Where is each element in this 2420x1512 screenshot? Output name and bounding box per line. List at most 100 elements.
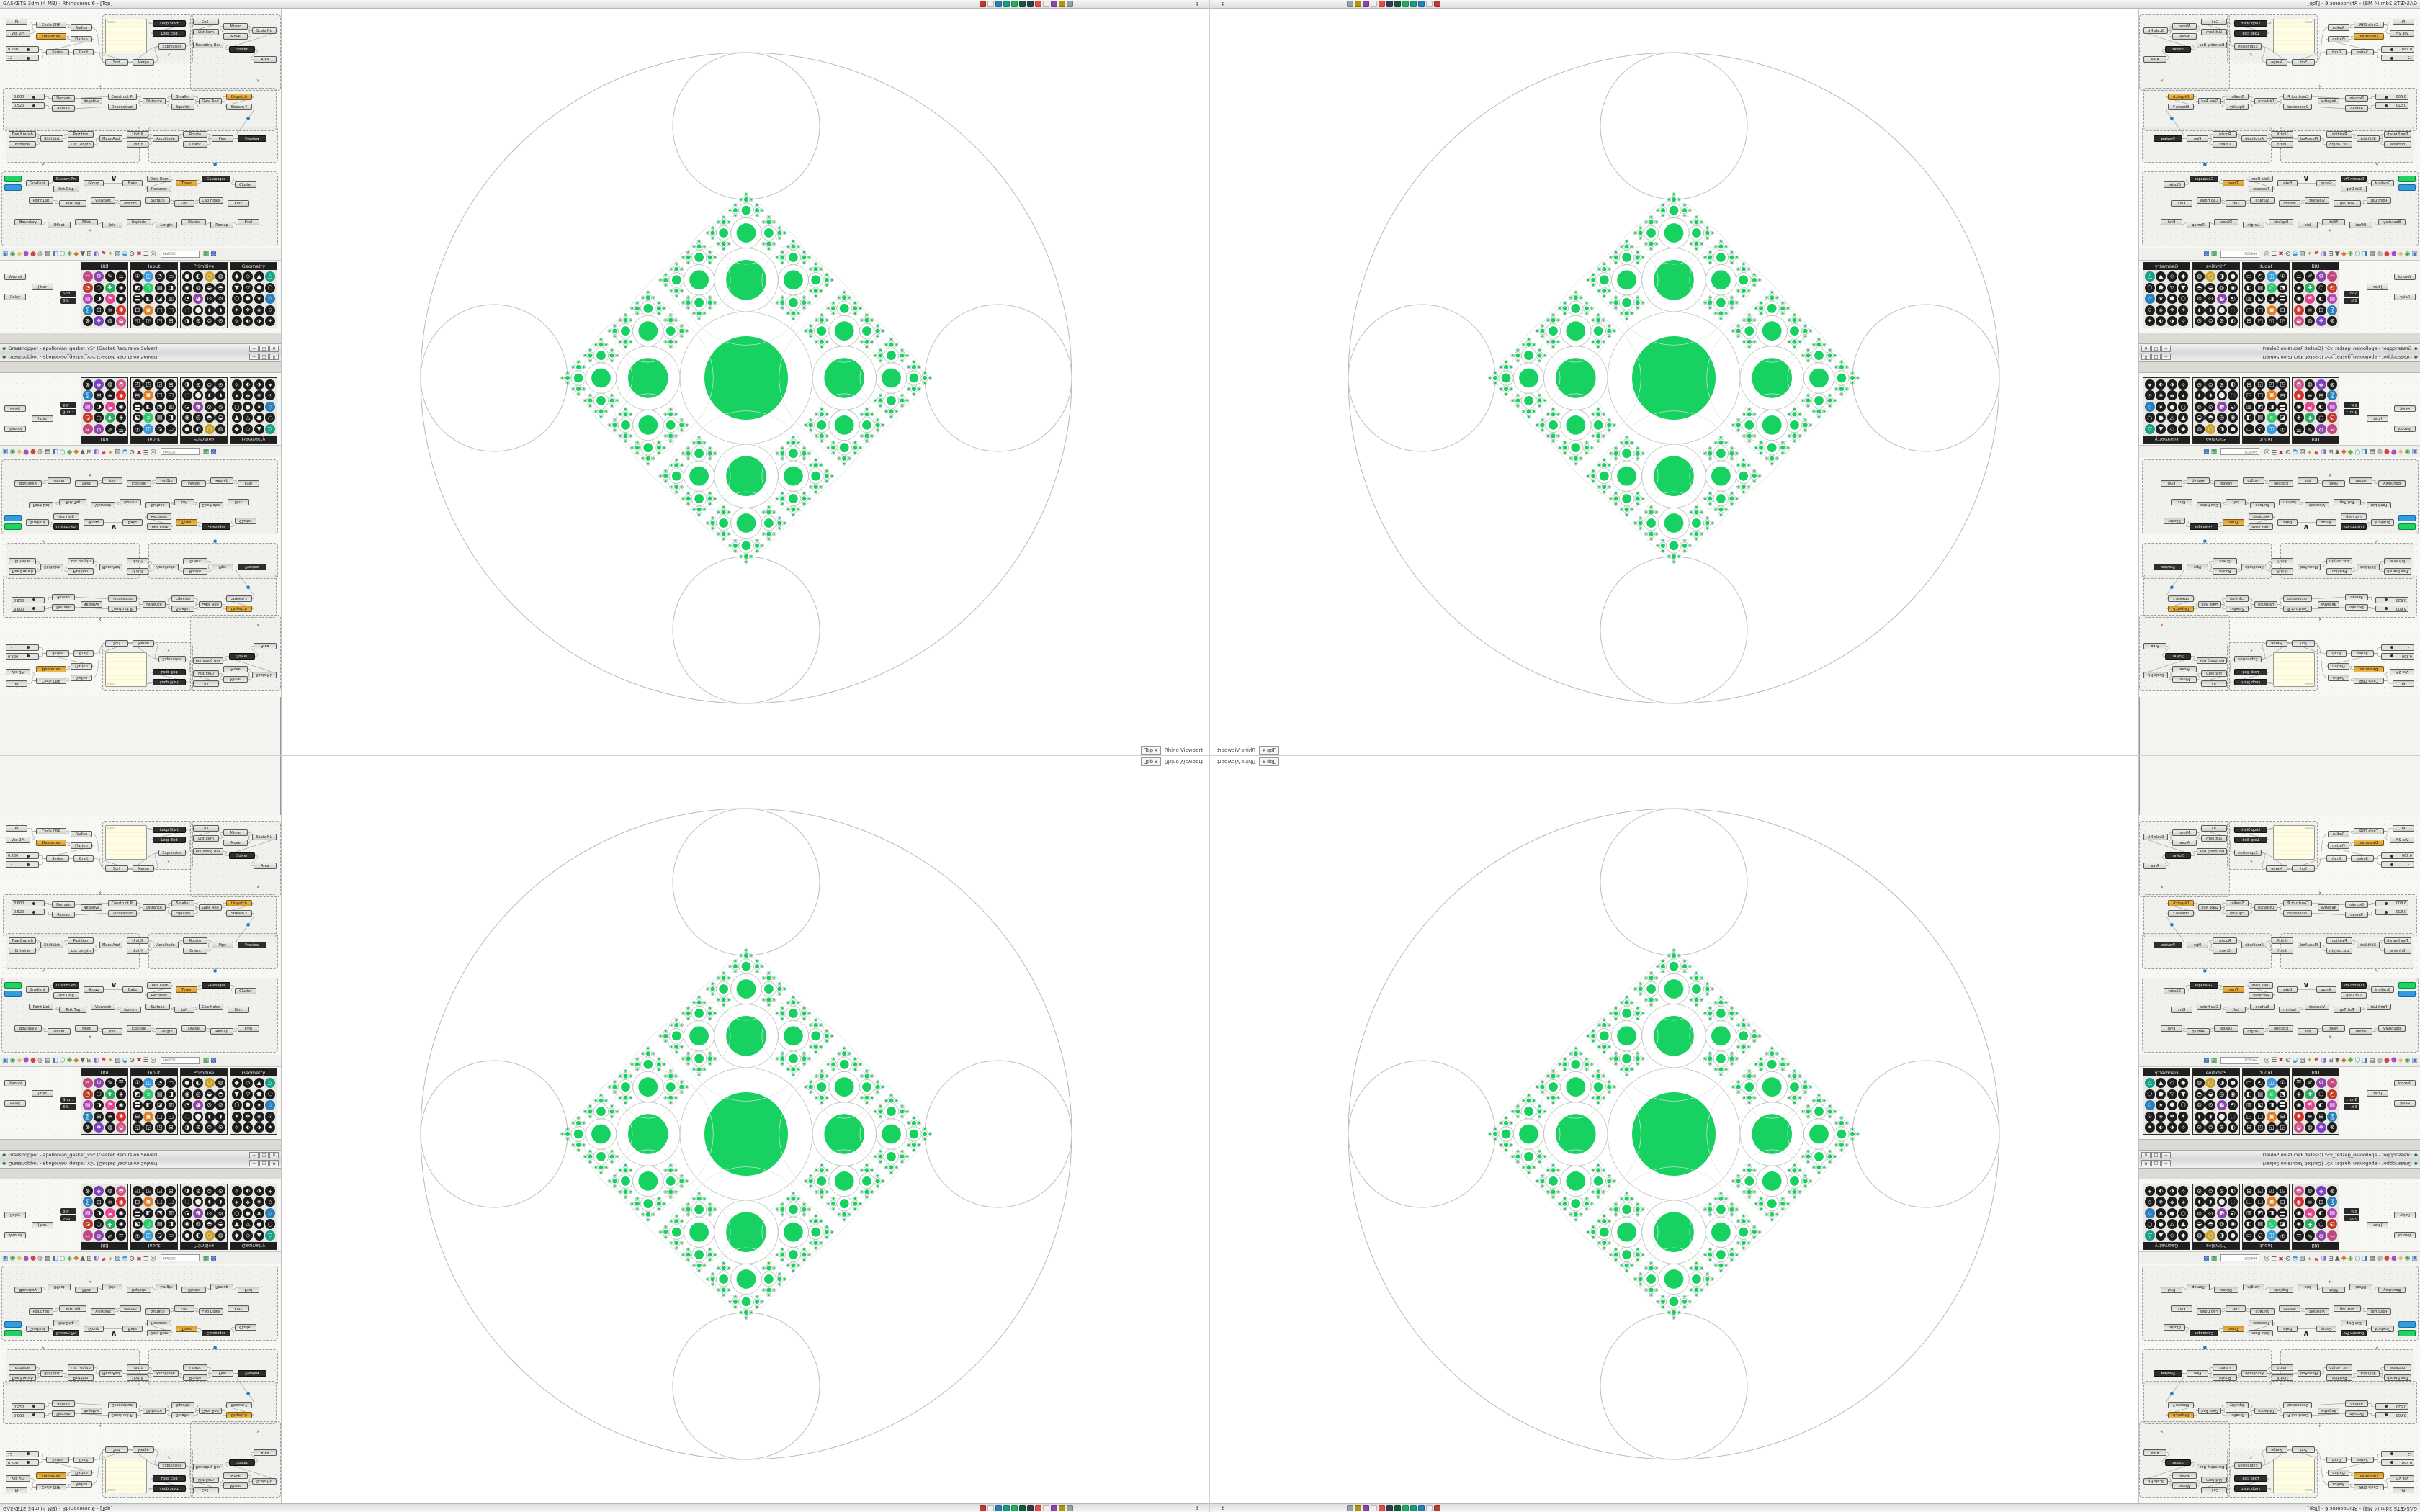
toolbar-icon[interactable]: ◉	[2404, 448, 2411, 456]
palette-icon[interactable]: ▣	[143, 305, 154, 315]
gh-node[interactable]: Radius	[71, 24, 92, 31]
palette-icon[interactable]: ⬠	[265, 1089, 276, 1099]
gh-node[interactable]: Smaller	[2226, 94, 2249, 100]
palette-icon[interactable]: ⬡	[2316, 282, 2326, 293]
gh-node[interactable]: 3.600	[12, 94, 45, 100]
gh-node[interactable]: Gradient	[26, 180, 49, 186]
palette-icon[interactable]: ▣	[143, 390, 154, 401]
palette-icon[interactable]: ⊙	[2205, 402, 2216, 412]
maximize-button[interactable]: □	[2151, 345, 2161, 352]
palette-icon[interactable]: ☆	[265, 402, 276, 412]
palette-icon[interactable]: ⊞	[2244, 316, 2254, 326]
toolbar-icon[interactable]: ▧	[2299, 250, 2305, 258]
palette-icon[interactable]: ◓	[215, 1089, 226, 1099]
gh-node[interactable]: Bounding Box	[193, 1464, 223, 1470]
palette-icon[interactable]: ⬡	[94, 1089, 104, 1099]
palette-icon[interactable]: ⬡	[231, 1100, 242, 1110]
gh-node[interactable]: Expression	[2234, 43, 2262, 50]
palette-icon[interactable]: ⊛	[193, 379, 204, 390]
toolbar-icon[interactable]: ▩	[210, 448, 217, 456]
gh-node[interactable]: Circle CNR	[36, 22, 66, 28]
palette-icon[interactable]: ▽	[2166, 282, 2177, 293]
taskbar-icon[interactable]	[1027, 1505, 1034, 1511]
palette-icon[interactable]: ✂	[2327, 424, 2338, 434]
gh-node[interactable]: Construct Pt	[108, 1412, 137, 1418]
rhino-viewport[interactable]: Top ▾ Rhino Viewport	[281, 756, 1210, 1503]
toolbar-icon[interactable]: ▼	[2334, 448, 2340, 456]
toolbar-icon[interactable]: ▦	[2210, 448, 2218, 456]
palette-icon[interactable]: 5	[2266, 413, 2277, 423]
palette-icon[interactable]: ◫	[2266, 424, 2277, 434]
gh-node[interactable]: Deconstruct	[108, 1402, 137, 1408]
gh-node[interactable]: Sort	[105, 59, 128, 66]
toolbar-icon[interactable]: ▣	[2, 1254, 9, 1262]
toolbar-icon[interactable]: ◧	[52, 1254, 58, 1262]
palette-icon[interactable]: ①	[132, 424, 143, 434]
gh-node[interactable]: Galapagos	[202, 982, 230, 989]
palette-icon[interactable]: ⊚	[215, 402, 226, 412]
toolbar-icon[interactable]: ◎	[150, 1254, 156, 1262]
toolbar-icon[interactable]: ▣	[2, 448, 9, 456]
gh-node[interactable]: Merge	[133, 640, 154, 647]
gh-node[interactable]: Pipe	[212, 942, 233, 948]
palette-icon[interactable]: ◒	[204, 1089, 215, 1099]
palette-icon[interactable]: ✎	[2305, 424, 2316, 434]
gh-node[interactable]: Move	[2172, 1472, 2197, 1479]
toolbar-icon[interactable]: ◐	[93, 250, 99, 258]
gh-node[interactable]: Negative	[2318, 98, 2339, 104]
palette-icon[interactable]: ◩	[132, 282, 143, 293]
toolbar-icon[interactable]: ◉	[9, 250, 16, 258]
gh-node[interactable]: Tree Branch	[9, 1374, 36, 1381]
gh-node[interactable]: Merge	[2266, 1446, 2287, 1453]
palette-icon[interactable]: ◳	[154, 316, 165, 326]
toolbar-icon[interactable]: ⬟	[2390, 250, 2397, 258]
palette-icon[interactable]: ◉	[182, 282, 192, 293]
palette-icon[interactable]: ◐	[193, 424, 204, 434]
toolbar-icon[interactable]: ◎	[150, 448, 156, 456]
palette-icon[interactable]: ◓	[215, 282, 226, 293]
gh-node[interactable]: 0.250	[2381, 1459, 2414, 1466]
gh-node[interactable]: Expression	[158, 850, 186, 856]
palette-icon[interactable]: ◍	[104, 1122, 115, 1133]
gh-node[interactable]: Distance	[143, 98, 166, 104]
palette-icon[interactable]: ◉	[182, 1089, 192, 1099]
gh-node[interactable]: Remap	[52, 105, 75, 112]
gh-node[interactable]: Area	[2143, 56, 2166, 63]
palette-icon[interactable]: ◑	[94, 294, 104, 304]
taskbar-icon[interactable]	[1059, 1, 1065, 7]
gh-node[interactable]: Circle CNR	[36, 828, 66, 834]
gh-node[interactable]: Amplitude	[153, 564, 179, 570]
palette-icon[interactable]: ◑	[182, 316, 192, 326]
palette-icon[interactable]: ✎	[104, 1230, 115, 1241]
gh-node[interactable]: Orient	[2213, 1364, 2237, 1371]
palette-icon[interactable]: ◑	[2228, 316, 2238, 326]
gh-node[interactable]: 12	[6, 644, 39, 651]
gh-node[interactable]: 3.600	[2375, 1412, 2408, 1418]
toolbar-icon[interactable]: ▧	[2299, 448, 2305, 456]
gh-node[interactable]: Series	[46, 1457, 69, 1463]
palette-icon[interactable]: 5	[143, 282, 154, 293]
gh-node[interactable]: Graft	[2326, 650, 2347, 657]
palette-icon[interactable]: ≡	[104, 1111, 115, 1122]
gh-node[interactable]: Move	[223, 33, 248, 40]
viewport-tab-top[interactable]: Top ▾	[1141, 757, 1161, 766]
palette-icon[interactable]: ◰	[166, 1197, 176, 1207]
palette-icon[interactable]: ◰	[166, 390, 176, 401]
gh-node[interactable]: 0.520	[2375, 597, 2408, 603]
gh-node[interactable]: Deconstruct	[108, 104, 137, 110]
palette-icon[interactable]: ◑	[94, 1208, 104, 1218]
toolbar-icon[interactable]: ◐	[2321, 250, 2327, 258]
palette-side-button[interactable]: Sho…	[2344, 291, 2360, 297]
palette-icon[interactable]: ◔	[182, 1208, 192, 1218]
toolbar-icon[interactable]: ▤	[44, 448, 51, 456]
gh-node[interactable]: Pipe	[212, 135, 233, 142]
taskbar-icon[interactable]	[1051, 1, 1057, 7]
palette-icon[interactable]: ◗	[215, 305, 226, 315]
gh-node[interactable]: Join	[2298, 222, 2318, 228]
gh-node[interactable]: Divide	[182, 1025, 206, 1032]
gh-node[interactable]: Unit X	[127, 937, 148, 944]
gh-node[interactable]	[4, 176, 22, 182]
gh-node[interactable]	[4, 991, 22, 997]
toolbar-icon[interactable]: ☰	[143, 250, 149, 258]
gh-node[interactable]: Equality	[171, 104, 194, 110]
